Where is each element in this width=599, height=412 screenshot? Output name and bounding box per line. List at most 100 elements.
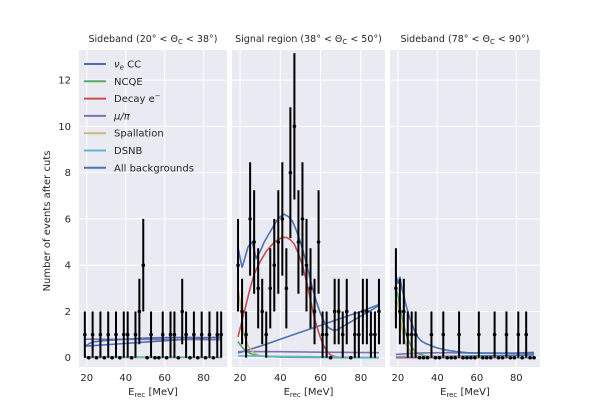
data-point: [98, 332, 103, 337]
x-tick-label: 20: [80, 373, 93, 384]
data-point: [469, 355, 473, 360]
data-point: [413, 332, 418, 337]
data-point: [164, 355, 169, 360]
data-point: [176, 355, 181, 360]
data-point: [300, 217, 305, 221]
data-point: [280, 217, 285, 221]
data-point: [292, 124, 297, 129]
data-point: [473, 355, 477, 360]
x-tick-label: 60: [314, 373, 327, 384]
data-point: [268, 286, 273, 291]
data-point: [211, 355, 216, 360]
data-point: [500, 355, 505, 360]
data-point: [373, 332, 377, 337]
data-point: [405, 332, 410, 337]
data-point: [244, 332, 248, 337]
data-point: [453, 355, 457, 360]
y-axis-label: Number of events after cuts: [42, 151, 53, 292]
data-point: [394, 286, 398, 291]
data-point: [141, 263, 146, 267]
x-tick-label: 60: [470, 373, 483, 384]
legend-label-spallation: Spallation: [114, 129, 164, 140]
data-point: [264, 332, 269, 337]
data-point: [504, 332, 509, 337]
data-point: [377, 309, 381, 314]
data-point: [90, 332, 95, 337]
panel-3: 20 40 60 80 Sideband (78° < ΘC < 90°) Erec [M…: [390, 34, 540, 399]
data-point: [207, 332, 212, 337]
data-point: [369, 332, 373, 337]
data-point: [496, 355, 501, 360]
data-point: [437, 355, 442, 360]
data-point: [508, 355, 513, 360]
data-point: [236, 263, 240, 267]
data-point: [121, 332, 126, 337]
data-point: [304, 263, 309, 267]
data-point: [532, 355, 536, 360]
data-point: [445, 355, 450, 360]
data-point: [488, 355, 493, 360]
data-point: [449, 355, 453, 360]
data-point: [260, 309, 264, 314]
data-point: [324, 332, 329, 337]
data-point: [398, 309, 402, 314]
data-point: [192, 332, 196, 337]
curve-mu_pi: [237, 350, 380, 354]
data-point: [248, 217, 252, 221]
data-point: [288, 170, 293, 175]
data-point: [484, 355, 489, 360]
y-tick-label: 2: [65, 307, 71, 318]
panels: 0 2 4 6 8 10 12 20 40 60 80 Sideband (20° < ΘC < 38…: [58, 34, 540, 399]
data-point: [184, 332, 188, 337]
panel-title: Signal region (38° < ΘC < 50°): [235, 34, 382, 46]
data-point: [492, 332, 497, 337]
curve-dsnb: [237, 355, 379, 359]
data-point: [429, 332, 434, 337]
data-point: [129, 355, 134, 360]
data-point: [94, 355, 99, 360]
data-point: [153, 355, 157, 360]
x-tick-label: 40: [119, 373, 132, 384]
x-axis-label: Erec [MeV]: [284, 387, 334, 399]
data-point: [180, 309, 185, 314]
y-tick-label: 8: [65, 168, 71, 179]
data-point: [172, 332, 177, 337]
data-point: [477, 332, 481, 337]
data-point: [296, 240, 301, 244]
data-point: [203, 355, 208, 360]
panel-1: 0 2 4 6 8 10 12 20 40 60 80 Sideband (20° < ΘC < 38…: [58, 34, 227, 399]
data-point: [106, 332, 111, 337]
x-axis-label: Erec [MeV]: [128, 387, 178, 399]
panel-2: 20 40 60 80 Signal region (38° < ΘC < 50°) Er…: [232, 34, 385, 399]
legend: νe CC NCQE Decay e− μ/π Spallation DSNB All ba…: [84, 60, 194, 174]
data-point: [118, 355, 122, 360]
y-tick-label: 12: [58, 76, 71, 87]
data-point: [219, 332, 223, 337]
data-point: [328, 355, 333, 360]
data-point: [272, 263, 277, 267]
data-point: [361, 309, 365, 314]
data-point: [417, 355, 422, 360]
data-point: [145, 355, 149, 360]
data-point: [188, 355, 192, 360]
y-tick-label: 6: [65, 214, 71, 225]
panel-title: Sideband (20° < ΘC < 38°): [89, 34, 218, 46]
x-tick-label: 80: [197, 373, 210, 384]
x-tick-label: 40: [274, 373, 287, 384]
data-point: [524, 332, 528, 337]
data-point: [284, 286, 289, 291]
data-point: [137, 309, 142, 314]
data-point: [357, 332, 361, 337]
data-point: [409, 332, 414, 337]
data-point: [102, 355, 107, 360]
curve-nue_cc: [237, 303, 380, 354]
x-tick-label: 80: [354, 373, 367, 384]
data-point: [320, 332, 325, 337]
data-point: [168, 332, 173, 337]
data-point: [312, 309, 317, 314]
data-point: [256, 286, 260, 291]
data-point: [157, 355, 161, 360]
data-point: [195, 355, 200, 360]
x-tick-label: 80: [510, 373, 523, 384]
